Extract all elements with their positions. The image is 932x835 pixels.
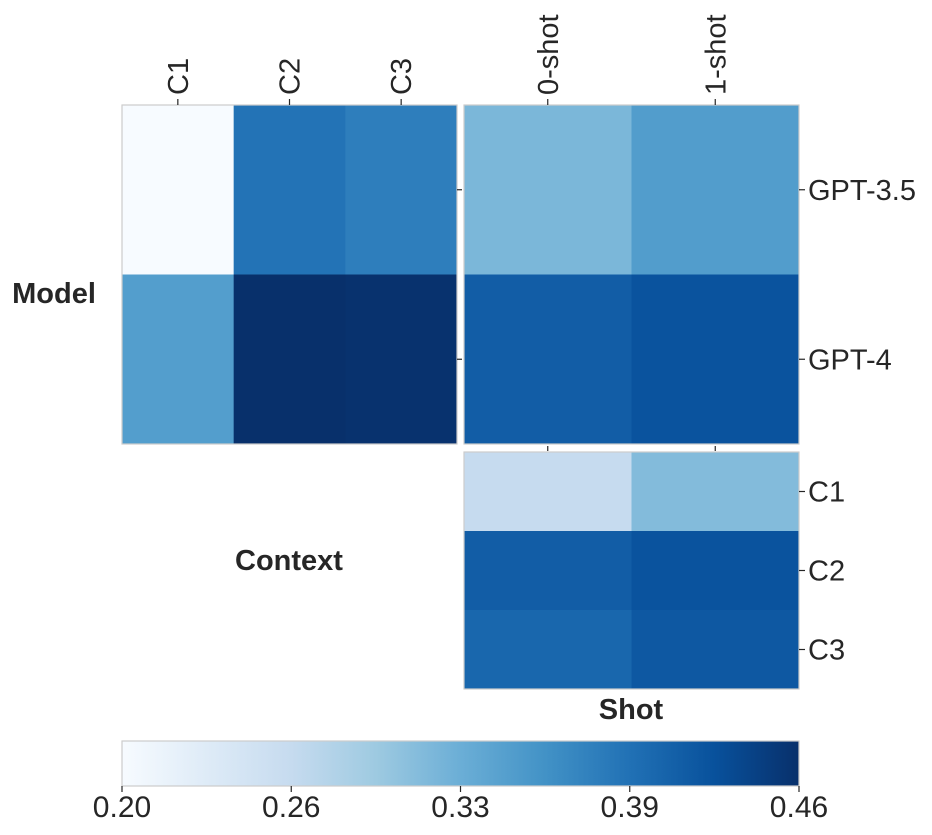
shot-axis-title: Shot [599,694,664,726]
colorbar-tick-label: 0.33 [431,791,489,824]
heatmap-cell-context_vs_shot-2-0 [464,610,632,690]
heatmap-cell-context_vs_shot-0-1 [631,452,800,532]
heatmap-cell-model_vs_shot-1-0 [464,274,632,445]
x-tick-label: C1 [163,58,195,95]
y-tick-label: C1 [808,477,845,509]
model-axis-title: Model [12,278,96,310]
model_vs_shot-heatmap: 0-shot 1-shot GPT-3.5 GPT-4 [463,14,916,445]
context_vs_shot-heatmap: C1 C2 C3 [463,446,845,690]
heatmap-cell-model_vs_shot-0-1 [631,105,800,275]
x-tick-label: 1-shot [700,14,732,95]
heatmap-cell-model_vs_context-0-1 [233,105,346,275]
y-tick-label: GPT-4 [808,344,892,376]
colorbar-gradient [121,740,800,787]
colorbar-tick-label: 0.46 [770,791,828,824]
colorbar: 0.20 0.26 0.33 0.39 0.46 [93,740,828,824]
x-tick-label: 0-shot [533,14,565,95]
heatmap-cell-model_vs_shot-0-0 [464,105,632,275]
model_vs_context-heatmap: C1 C2 C3 [121,58,462,445]
y-tick-label: GPT-3.5 [808,175,916,207]
x-tick-label: C2 [275,58,307,95]
context-axis-title: Context [235,545,343,577]
heatmap-cell-context_vs_shot-1-1 [631,531,800,611]
colorbar-tick-label: 0.20 [93,791,151,824]
y-tick-label: C3 [808,635,845,667]
heatmap-cell-model_vs_context-1-1 [233,274,346,445]
heatmap-cell-model_vs_context-1-2 [345,274,458,445]
heatmap-cell-model_vs_context-0-0 [122,105,235,275]
panel-frame [463,104,800,445]
heatmap-cell-model_vs_context-1-0 [122,274,235,445]
colorbar-tick-label: 0.26 [262,791,320,824]
y-tick-label: C2 [808,556,845,588]
heatmap-cell-context_vs_shot-1-0 [464,531,632,611]
colorbar-tick-label: 0.39 [601,791,659,824]
heatmap-cell-model_vs_shot-1-1 [631,274,800,445]
heatmap-cell-model_vs_context-0-2 [345,105,458,275]
heatmap-cell-context_vs_shot-2-1 [631,610,800,690]
x-tick-label: C3 [386,58,418,95]
heatmap-cell-context_vs_shot-0-0 [464,452,632,532]
